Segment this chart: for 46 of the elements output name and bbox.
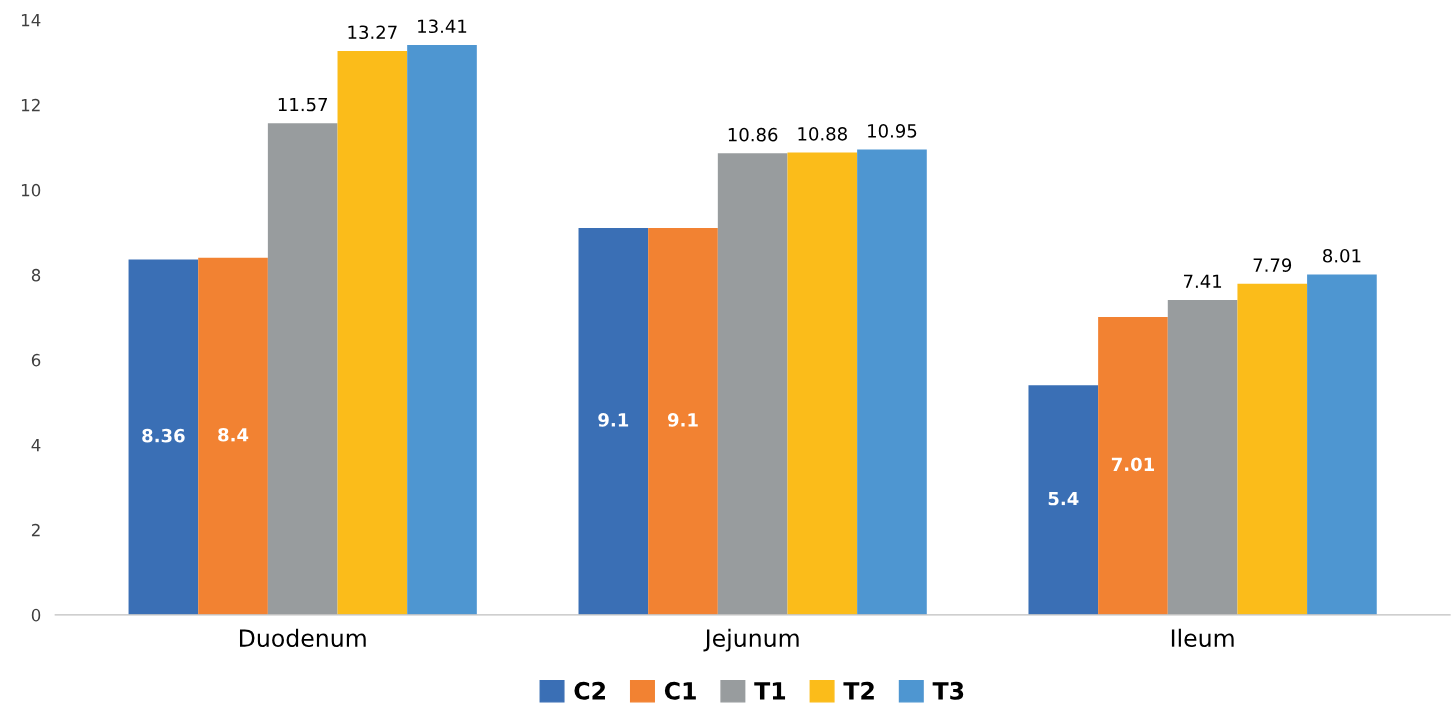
data-label: 7.01 [1111,457,1154,472]
data-label: 8.36 [142,428,185,443]
data-label: 9.1 [667,413,698,427]
y-tick-label: 8 [31,268,41,282]
y-tick-label: 0 [31,608,41,622]
data-label: 13.27 [348,25,397,40]
bar [267,123,338,615]
y-tick-label: 14 [21,14,41,27]
data-label: 8.01 [1323,248,1361,263]
data-label: 10.86 [728,127,778,142]
legend-label: C1 [664,681,696,700]
data-label: 13.41 [418,19,467,34]
legend-label: T3 [932,681,964,700]
data-label: 7.79 [1253,258,1292,272]
bar [128,259,199,615]
y-tick-label: 10 [21,183,41,197]
legend-label: T2 [843,681,874,700]
bar [1098,316,1168,615]
bar [1237,283,1308,615]
data-label: 10.88 [798,126,847,141]
bar [1028,385,1099,615]
x-tick-label: Duodenum [239,628,366,648]
x-tick-label: Jejunum [703,628,799,652]
legend-label: T1 [754,682,786,700]
data-label: 10.95 [868,124,917,138]
bar [717,153,788,615]
bar [857,149,927,615]
data-label: 9.1 [598,413,629,427]
bar [1307,274,1377,615]
x-tick-label: Ileum [1171,628,1234,648]
data-label: 11.57 [278,97,327,112]
bar [648,228,718,615]
y-tick-label: 12 [21,98,40,112]
legend-label: C2 [574,681,605,700]
data-label: 7.41 [1184,274,1222,288]
bar [1167,299,1238,615]
y-tick-label: 4 [31,439,41,452]
bar [407,44,477,615]
bar [578,228,649,615]
bar [337,50,408,615]
y-tick-label: 6 [31,353,41,367]
y-tick-label: 2 [31,523,40,537]
data-label: 5.4 [1048,491,1079,506]
data-label: 8.4 [218,427,249,442]
bar [198,257,268,615]
bar [787,152,858,615]
